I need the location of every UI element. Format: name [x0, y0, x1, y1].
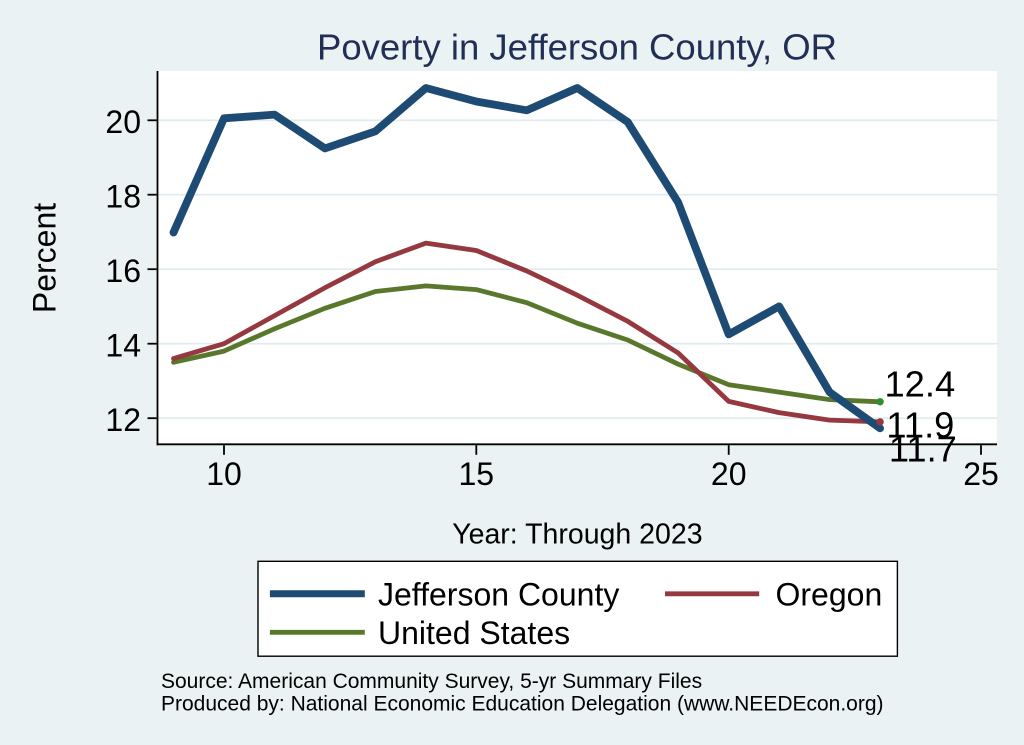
svg-text:16: 16	[105, 253, 141, 289]
svg-text:15: 15	[459, 456, 495, 492]
svg-text:25: 25	[963, 456, 999, 492]
svg-text:Percent: Percent	[27, 203, 63, 313]
svg-text:11.7: 11.7	[889, 429, 957, 470]
svg-text:20: 20	[105, 104, 141, 140]
svg-text:Source: American Community Sur: Source: American Community Survey, 5-yr …	[161, 670, 702, 693]
svg-text:Oregon: Oregon	[776, 577, 883, 613]
svg-text:Year: Through 2023: Year: Through 2023	[452, 519, 702, 551]
svg-text:Jefferson County: Jefferson County	[378, 577, 619, 613]
svg-text:12: 12	[105, 402, 141, 438]
svg-text:20: 20	[711, 456, 747, 492]
svg-text:12.4: 12.4	[885, 363, 956, 404]
svg-text:11.9: 11.9	[886, 405, 954, 446]
svg-text:18: 18	[105, 179, 141, 215]
svg-text:Produced by: National Economic: Produced by: National Economic Education…	[161, 692, 884, 715]
svg-text:Poverty in Jefferson County, O: Poverty in Jefferson County, OR	[317, 27, 837, 68]
svg-text:United States: United States	[378, 615, 570, 651]
svg-text:10: 10	[206, 456, 242, 492]
svg-text:14: 14	[105, 328, 141, 364]
